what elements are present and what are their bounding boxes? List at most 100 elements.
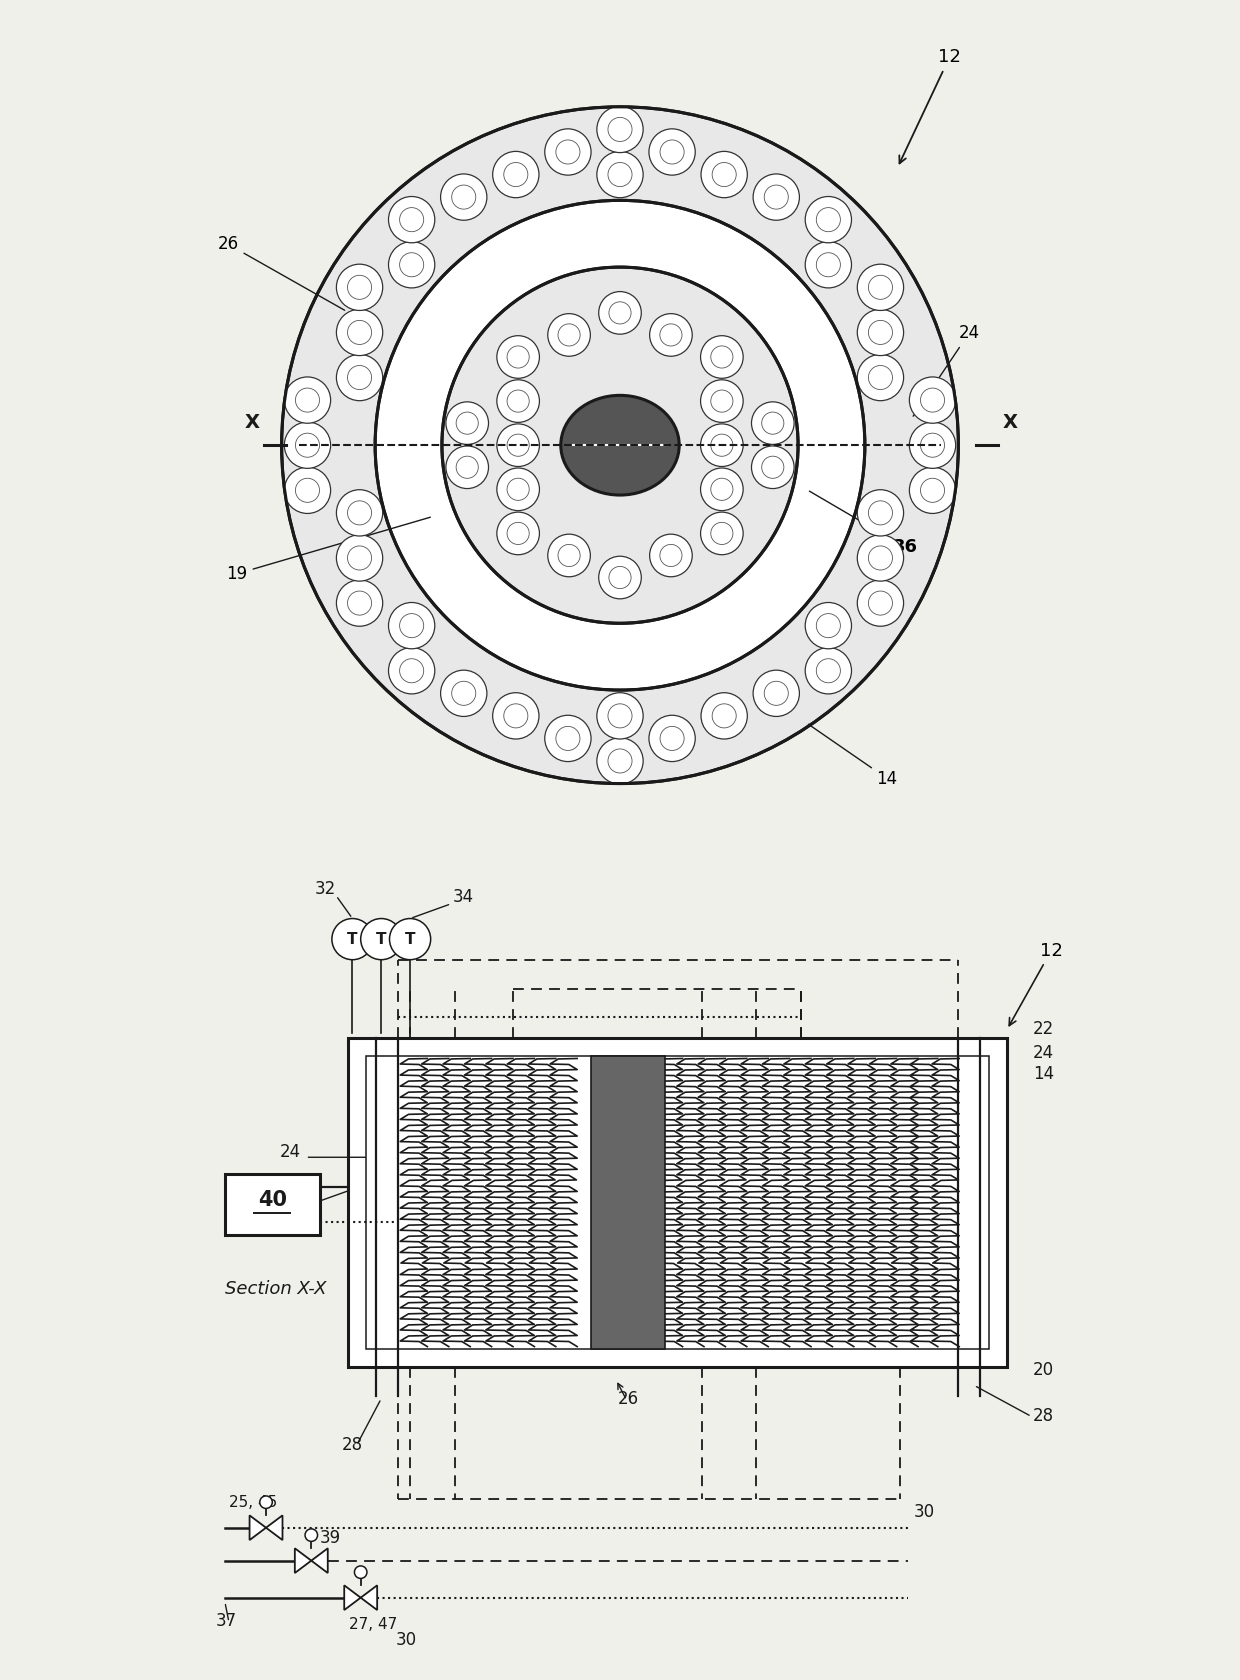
Text: 39: 39 xyxy=(320,1529,341,1547)
Circle shape xyxy=(507,390,529,412)
Text: 36: 36 xyxy=(810,491,918,556)
Circle shape xyxy=(857,354,904,402)
Circle shape xyxy=(332,919,373,959)
Circle shape xyxy=(805,603,852,648)
Circle shape xyxy=(456,457,479,479)
Circle shape xyxy=(456,412,479,433)
Circle shape xyxy=(441,267,799,623)
Circle shape xyxy=(399,659,424,682)
Circle shape xyxy=(857,264,904,311)
Circle shape xyxy=(492,692,539,739)
Circle shape xyxy=(596,106,644,153)
Polygon shape xyxy=(311,1549,327,1572)
Circle shape xyxy=(388,242,435,287)
Text: T: T xyxy=(404,932,415,946)
Circle shape xyxy=(596,738,644,785)
Circle shape xyxy=(492,151,539,198)
Circle shape xyxy=(751,445,794,489)
Circle shape xyxy=(701,423,743,467)
Circle shape xyxy=(816,613,841,638)
Text: 35: 35 xyxy=(293,1188,314,1206)
Circle shape xyxy=(660,544,682,566)
Text: 26: 26 xyxy=(618,1391,639,1408)
Circle shape xyxy=(556,139,580,165)
Circle shape xyxy=(701,380,743,422)
Circle shape xyxy=(868,366,893,390)
Circle shape xyxy=(347,321,372,344)
Circle shape xyxy=(608,163,632,186)
Circle shape xyxy=(281,108,959,783)
Polygon shape xyxy=(249,1515,267,1541)
Text: 30: 30 xyxy=(396,1631,417,1650)
Circle shape xyxy=(599,292,641,334)
Text: 22: 22 xyxy=(1033,1020,1054,1038)
Text: 26: 26 xyxy=(218,235,345,311)
Text: 41: 41 xyxy=(371,1205,392,1223)
Text: 28: 28 xyxy=(1033,1406,1054,1425)
Circle shape xyxy=(376,200,864,690)
Text: 37: 37 xyxy=(216,1613,237,1631)
Circle shape xyxy=(556,726,580,751)
Polygon shape xyxy=(345,1586,361,1609)
Bar xyxy=(367,1057,988,1349)
Text: 28: 28 xyxy=(342,1435,363,1453)
Circle shape xyxy=(609,566,631,588)
Circle shape xyxy=(764,682,789,706)
Circle shape xyxy=(295,433,320,457)
Circle shape xyxy=(711,433,733,457)
Circle shape xyxy=(751,402,794,445)
Circle shape xyxy=(816,659,841,682)
Circle shape xyxy=(284,467,331,514)
Circle shape xyxy=(857,580,904,627)
Circle shape xyxy=(701,151,748,198)
Circle shape xyxy=(399,208,424,232)
Circle shape xyxy=(389,919,430,959)
Circle shape xyxy=(712,704,737,727)
Circle shape xyxy=(608,749,632,773)
Circle shape xyxy=(284,422,331,469)
Circle shape xyxy=(507,479,529,501)
Text: 19: 19 xyxy=(227,517,430,583)
Polygon shape xyxy=(361,1586,377,1609)
Circle shape xyxy=(868,546,893,570)
Text: 14: 14 xyxy=(1033,1065,1054,1084)
Text: 24: 24 xyxy=(913,324,980,417)
Text: 25, 45: 25, 45 xyxy=(229,1495,278,1510)
Circle shape xyxy=(347,276,372,299)
Circle shape xyxy=(920,479,945,502)
Circle shape xyxy=(507,522,529,544)
Circle shape xyxy=(857,534,904,581)
Circle shape xyxy=(347,501,372,524)
Circle shape xyxy=(336,489,383,536)
Text: 32: 32 xyxy=(315,880,336,897)
Text: 12: 12 xyxy=(899,49,961,163)
Text: 12: 12 xyxy=(1009,941,1063,1025)
Circle shape xyxy=(399,613,424,638)
Circle shape xyxy=(609,302,631,324)
Circle shape xyxy=(805,242,852,287)
Polygon shape xyxy=(267,1515,283,1541)
Text: T: T xyxy=(347,932,357,946)
Text: 27, 47: 27, 47 xyxy=(348,1616,397,1631)
Ellipse shape xyxy=(560,395,680,496)
Circle shape xyxy=(497,423,539,467)
Circle shape xyxy=(660,726,684,751)
Circle shape xyxy=(347,591,372,615)
Circle shape xyxy=(336,264,383,311)
Circle shape xyxy=(660,139,684,165)
Circle shape xyxy=(711,479,733,501)
Circle shape xyxy=(305,1529,317,1541)
Text: 20: 20 xyxy=(1033,1361,1054,1379)
Circle shape xyxy=(388,647,435,694)
Circle shape xyxy=(440,670,487,716)
Circle shape xyxy=(711,346,733,368)
Circle shape xyxy=(753,670,800,716)
Circle shape xyxy=(909,376,956,423)
Circle shape xyxy=(295,388,320,412)
Circle shape xyxy=(761,412,784,433)
Circle shape xyxy=(497,469,539,511)
Circle shape xyxy=(497,512,539,554)
Text: T: T xyxy=(376,932,387,946)
Circle shape xyxy=(701,512,743,554)
Circle shape xyxy=(544,716,591,761)
